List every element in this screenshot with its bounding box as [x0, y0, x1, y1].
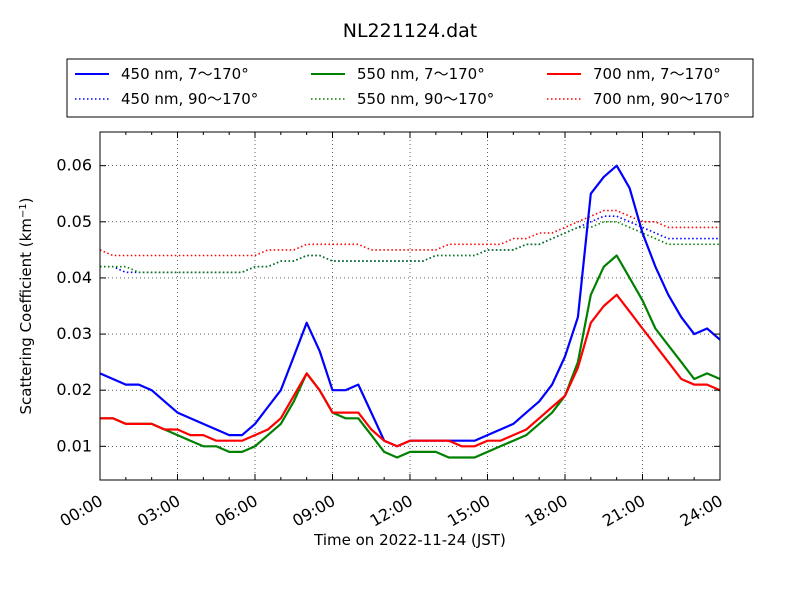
legend-label: 550 nm, 90～170° [357, 90, 494, 108]
y-axis-label-unit-exponent: −1 [18, 203, 29, 218]
x-tick-label: 09:00 [289, 491, 338, 531]
x-axis-label: Time on 2022-11-24 (JST) [313, 531, 506, 549]
y-tick-label: 0.06 [56, 156, 92, 175]
legend-label: 450 nm, 90～170° [121, 90, 258, 108]
y-tick-label: 0.03 [56, 324, 92, 343]
legend-label: 550 nm, 7～170° [357, 65, 485, 83]
legend-label: 450 nm, 7～170° [121, 65, 249, 83]
y-tick-label: 0.05 [56, 212, 92, 231]
x-tick-label: 12:00 [367, 491, 416, 531]
legend: 450 nm, 7～170° 450 nm, 90～170° 550 nm, 7～1… [66, 58, 754, 118]
y-tick-label: 0.01 [56, 436, 92, 455]
series-layer [99, 164, 721, 459]
y-axis-label: Scattering Coefficient (km−1) [17, 197, 35, 414]
y-tick-label: 0.04 [56, 268, 92, 287]
legend-label: 700 nm, 90～170° [593, 90, 730, 108]
legend-box [66, 58, 754, 118]
x-tick-label: 15:00 [444, 491, 493, 531]
x-tick-label: 24:00 [677, 491, 726, 531]
ticks: 00:00 03:00 06:00 09:00 12:00 15:00 18:00 21:00… [56, 132, 726, 531]
chart-title: NL221124.dat [343, 20, 478, 42]
y-axis-label-main: Scattering Coefficient (km [17, 218, 35, 414]
x-tick-label: 00:00 [57, 491, 106, 531]
series-line-dotted [100, 221, 720, 274]
series-line-dotted [99, 209, 720, 257]
x-tick-label: 06:00 [212, 491, 261, 531]
x-tick-label: 03:00 [134, 491, 183, 531]
y-tick-label: 0.02 [56, 380, 92, 399]
x-tick-label: 21:00 [599, 491, 648, 531]
x-tick-label: 18:00 [522, 491, 571, 531]
legend-label: 700 nm, 7～170° [593, 65, 721, 83]
series-line [100, 293, 721, 448]
series-line [100, 254, 721, 459]
y-axis-label-end: ) [17, 197, 35, 203]
